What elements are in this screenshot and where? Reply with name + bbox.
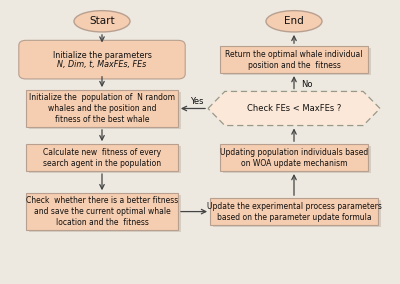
Text: End: End xyxy=(284,16,304,26)
Text: Initialize the  population of  N random
whales and the position and
fitness of t: Initialize the population of N random wh… xyxy=(29,93,175,124)
FancyBboxPatch shape xyxy=(19,40,185,79)
Text: Update the experimental process parameters
based on the parameter update formula: Update the experimental process paramete… xyxy=(206,202,382,222)
FancyBboxPatch shape xyxy=(223,48,371,75)
FancyBboxPatch shape xyxy=(26,193,178,230)
Text: Check FEs < MaxFEs ?: Check FEs < MaxFEs ? xyxy=(247,104,341,113)
Ellipse shape xyxy=(266,11,322,32)
Text: Yes: Yes xyxy=(190,97,204,106)
Text: Start: Start xyxy=(89,16,115,26)
FancyBboxPatch shape xyxy=(220,144,368,171)
FancyBboxPatch shape xyxy=(29,48,181,76)
Text: Check  whether there is a better fitness
and save the current optimal whale
loca: Check whether there is a better fitness … xyxy=(26,196,178,227)
FancyBboxPatch shape xyxy=(29,92,181,129)
Text: Initialize the parameters: Initialize the parameters xyxy=(52,51,152,60)
Text: No: No xyxy=(301,80,313,89)
FancyBboxPatch shape xyxy=(223,147,371,173)
Text: Calculate new  fitness of every
search agent in the population: Calculate new fitness of every search ag… xyxy=(43,148,161,168)
FancyBboxPatch shape xyxy=(220,46,368,73)
Ellipse shape xyxy=(74,11,130,32)
Text: Return the optimal whale individual
position and the  fitness: Return the optimal whale individual posi… xyxy=(225,50,363,70)
FancyBboxPatch shape xyxy=(29,147,181,173)
FancyBboxPatch shape xyxy=(213,201,381,227)
Text: Updating population individuals based
on WOA update mechanism: Updating population individuals based on… xyxy=(220,148,368,168)
FancyBboxPatch shape xyxy=(26,144,178,171)
Text: N, Dim, t, MaxFEs, FEs: N, Dim, t, MaxFEs, FEs xyxy=(57,60,147,69)
Polygon shape xyxy=(208,91,380,126)
FancyBboxPatch shape xyxy=(29,195,181,232)
FancyBboxPatch shape xyxy=(26,90,178,127)
FancyBboxPatch shape xyxy=(210,198,378,225)
